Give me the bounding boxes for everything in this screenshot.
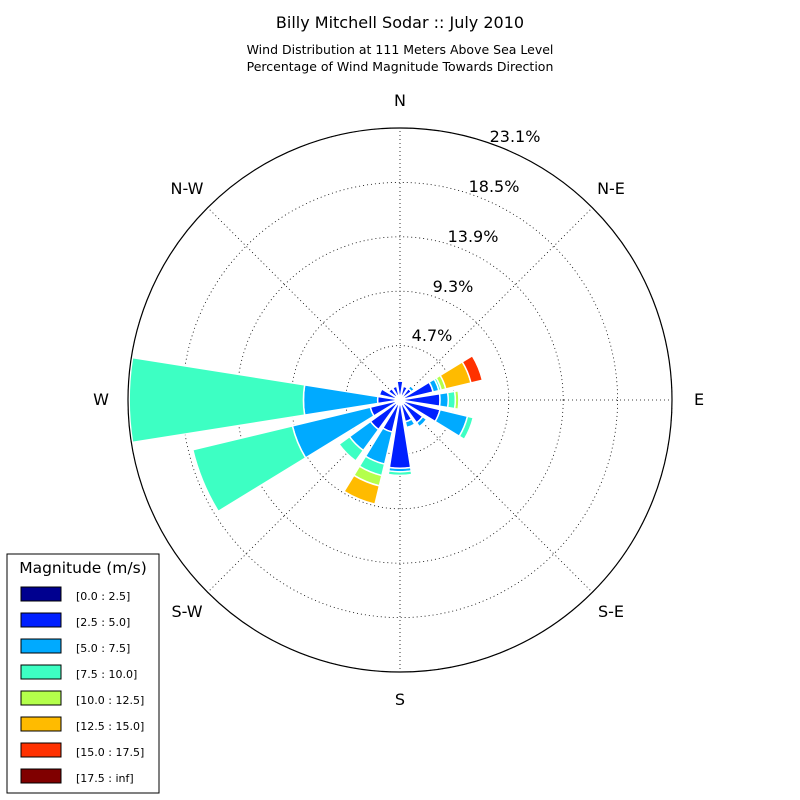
radial-gridline: [181, 181, 619, 619]
wind-bar-segment: [391, 385, 400, 398]
chart-title: Billy Mitchell Sodar :: July 2010: [276, 13, 524, 32]
chart-subtitle-line-2: Percentage of Wind Magnitude Towards Dir…: [247, 59, 554, 74]
legend: Magnitude (m/s) [0.0 : 2.5] [2.5 : 5.0] …: [6, 553, 160, 794]
wind-bar-segment: [387, 387, 399, 399]
wind-bar-segment: [446, 390, 457, 410]
wind-bars: [128, 354, 484, 513]
radial-tick-label: 4.7%: [412, 326, 453, 345]
legend-label: [2.5 : 5.0]: [76, 616, 130, 629]
legend-swatch: [20, 612, 62, 628]
legend-label: [17.5 : inf]: [76, 772, 134, 785]
wind-bar-segment: [399, 385, 409, 399]
wind-bar-segment: [191, 424, 307, 513]
wind-bar-segment: [128, 356, 306, 444]
wind-bar-segment: [415, 415, 428, 428]
radial-tick-label: 18.5%: [469, 177, 520, 196]
legend-swatch: [20, 586, 62, 602]
direction-label-s: S: [395, 690, 405, 709]
legend-label: [12.5 : 15.0]: [76, 720, 144, 733]
legend-swatch: [20, 768, 62, 784]
radial-tick-label: 13.9%: [448, 227, 499, 246]
direction-label-n: N: [394, 91, 406, 110]
chart-subtitle-line-1: Wind Distribution at 111 Meters Above Se…: [247, 42, 554, 57]
wind-bar-segment: [404, 418, 416, 429]
legend-label: [5.0 : 7.5]: [76, 642, 130, 655]
direction-label-se: S-E: [598, 602, 624, 621]
direction-label-e: E: [694, 390, 704, 409]
legend-swatch: [20, 638, 62, 654]
radial-tick-label: 23.1%: [490, 127, 541, 146]
angular-gridline: [207, 399, 401, 593]
wind-bar-segment: [461, 354, 484, 384]
wind-bar-segment: [378, 387, 398, 400]
angular-gridline: [399, 399, 593, 593]
legend-swatch: [20, 664, 62, 680]
legend-title: Magnitude (m/s): [19, 559, 147, 577]
direction-label-sw: S-W: [171, 602, 202, 621]
radial-tick-label: 9.3%: [433, 277, 474, 296]
wind-bar-segment: [396, 380, 404, 397]
direction-label-nw: N-W: [171, 179, 204, 198]
wind-bar-segment: [337, 435, 365, 463]
direction-label-ne: N-E: [597, 179, 625, 198]
legend-label: [7.5 : 10.0]: [76, 668, 137, 681]
legend-label: [0.0 : 2.5]: [76, 590, 130, 603]
direction-label-w: W: [93, 390, 109, 409]
wind-bar-segment: [387, 470, 413, 477]
wind-bar-segment: [453, 389, 460, 411]
wind-bar-segment: [342, 474, 381, 506]
legend-swatch: [20, 690, 62, 706]
legend-swatch: [20, 742, 62, 758]
wind-bar-segment: [407, 384, 416, 393]
angular-gridline: [399, 207, 593, 401]
wind-bar-segment: [438, 391, 450, 409]
angular-gridline: [207, 207, 401, 401]
legend-swatch: [20, 716, 62, 732]
wind-bar-segment: [458, 415, 475, 441]
legend-label: [10.0 : 12.5]: [76, 694, 144, 707]
legend-label: [15.0 : 17.5]: [76, 746, 144, 759]
polar-frame: [127, 127, 673, 673]
